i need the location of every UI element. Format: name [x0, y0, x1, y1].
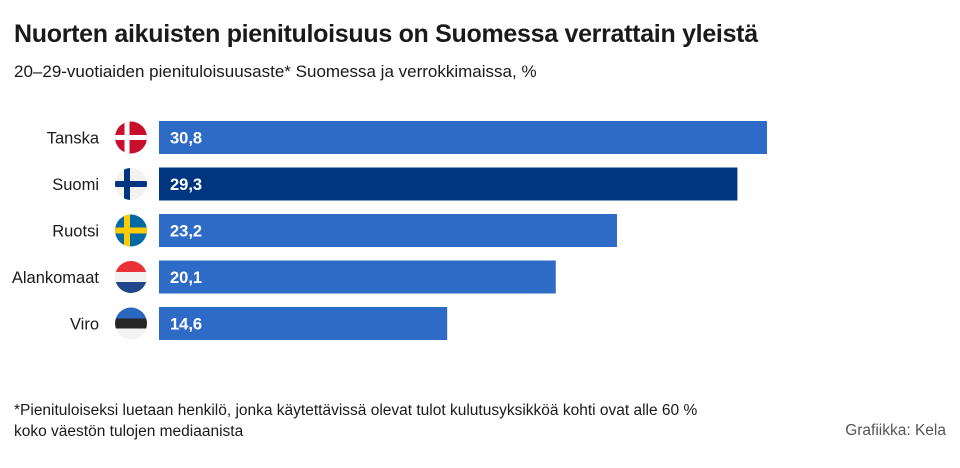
data-label: 20,1	[170, 269, 202, 287]
category-label: Ruotsi	[52, 223, 99, 241]
source-credit: Grafiikka: Kela	[845, 422, 946, 439]
finland-flag-icon	[115, 168, 147, 200]
sweden-flag-icon	[115, 214, 147, 247]
chart-title: Nuorten aikuisten pienituloisuus on Suom…	[14, 20, 758, 48]
bar-alankomaat	[159, 260, 556, 294]
category-label: Suomi	[52, 176, 99, 194]
chart-subtitle: 20–29-vuotiaiden pienituloisuusaste* Suo…	[14, 62, 537, 81]
footnote-line-2: koko väestön tulojen mediaanista	[14, 423, 244, 440]
data-label: 23,2	[170, 223, 202, 241]
estonia-flag-icon	[115, 307, 147, 340]
footnote: *Pienituloiseksi luetaan henkilö, jonka …	[14, 400, 774, 442]
category-label: Viro	[70, 316, 99, 334]
denmark-flag-icon	[115, 121, 147, 154]
category-label: Alankomaat	[12, 269, 100, 287]
netherlands-flag-icon	[115, 261, 147, 293]
category-label: Tanska	[47, 130, 100, 148]
bar-suomi	[159, 167, 738, 201]
data-label: 14,6	[170, 316, 202, 334]
bar-tanska	[159, 121, 767, 154]
footnote-line-1: *Pienituloiseksi luetaan henkilö, jonka …	[14, 402, 698, 419]
bar-chart: Tanska 30,8 Suomi 29,3 Ruotsi 23,2 Alankomaat 2…	[12, 121, 767, 340]
data-label: 29,3	[170, 176, 202, 194]
data-label: 30,8	[170, 130, 202, 148]
bar-ruotsi	[159, 214, 617, 247]
bar-viro	[159, 307, 448, 340]
